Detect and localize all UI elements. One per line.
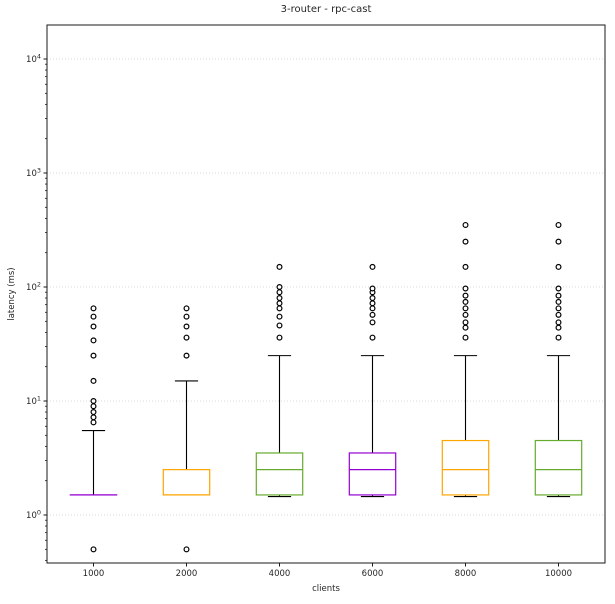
- x-tick-label: 10000: [545, 569, 572, 579]
- x-axis-label: clients: [312, 584, 340, 594]
- outlier-point: [90, 337, 97, 344]
- outlier-point: [90, 546, 97, 553]
- outlier-point: [183, 305, 190, 312]
- outlier-point: [369, 334, 376, 341]
- outlier-point: [462, 334, 469, 341]
- outlier-point: [555, 319, 562, 326]
- outlier-point: [183, 334, 190, 341]
- x-tick-label: 1000: [83, 569, 105, 579]
- outlier-point: [369, 263, 376, 270]
- box-rect: [534, 439, 583, 496]
- outlier-point: [462, 324, 469, 331]
- outlier-point: [369, 311, 376, 318]
- outlier-point: [276, 305, 283, 312]
- outlier-point: [555, 285, 562, 292]
- outlier-point: [462, 298, 469, 305]
- y-tick-label: 102: [26, 281, 41, 294]
- y-tick-label: 100: [26, 509, 41, 522]
- outlier-point: [555, 311, 562, 318]
- y-tick-label: 104: [26, 53, 41, 66]
- outlier-point: [90, 409, 97, 416]
- x-tick-label: 2000: [176, 569, 198, 579]
- outlier-point: [90, 305, 97, 312]
- y-tick-label: 103: [26, 167, 41, 180]
- outlier-point: [369, 295, 376, 302]
- outlier-point: [276, 322, 283, 329]
- outlier-point: [90, 398, 97, 405]
- outlier-point: [462, 238, 469, 245]
- outlier-point: [369, 285, 376, 292]
- box-rect: [162, 469, 211, 496]
- outlier-point: [462, 305, 469, 312]
- outlier-point: [90, 403, 97, 410]
- outlier-point: [462, 311, 469, 318]
- outlier-point: [90, 313, 97, 320]
- outlier-point: [90, 414, 97, 421]
- outlier-point: [555, 263, 562, 270]
- outlier-point: [555, 324, 562, 331]
- outlier-point: [555, 305, 562, 312]
- outlier-point: [276, 263, 283, 270]
- outlier-point: [276, 313, 283, 320]
- outlier-point: [555, 221, 562, 228]
- outlier-point: [462, 263, 469, 270]
- box-rect: [441, 439, 490, 496]
- outlier-point: [555, 238, 562, 245]
- y-tick-label: 101: [26, 395, 41, 408]
- outlier-point: [276, 284, 283, 291]
- outlier-point: [90, 377, 97, 384]
- box-rect: [348, 452, 397, 496]
- outlier-point: [90, 323, 97, 330]
- outlier-point: [90, 352, 97, 359]
- outlier-point: [183, 323, 190, 330]
- outlier-point: [369, 300, 376, 307]
- x-tick-label: 4000: [269, 569, 291, 579]
- outlier-point: [555, 292, 562, 299]
- outlier-point: [462, 292, 469, 299]
- outlier-point: [462, 221, 469, 228]
- outlier-point: [462, 319, 469, 326]
- outlier-point: [276, 334, 283, 341]
- x-tick-label: 6000: [362, 569, 384, 579]
- box-rect: [255, 452, 304, 496]
- outlier-point: [276, 295, 283, 302]
- outlier-point: [90, 419, 97, 426]
- outlier-point: [555, 334, 562, 341]
- outlier-point: [183, 352, 190, 359]
- outlier-point: [276, 300, 283, 307]
- outlier-point: [183, 546, 190, 553]
- chart-title: 3-router - rpc-cast: [280, 4, 372, 15]
- outlier-point: [369, 319, 376, 326]
- axis-frame: [46, 24, 606, 564]
- outlier-point: [462, 285, 469, 292]
- outlier-point: [276, 289, 283, 296]
- outlier-point: [369, 305, 376, 312]
- outlier-point: [183, 313, 190, 320]
- outlier-point: [555, 298, 562, 305]
- x-tick-label: 8000: [455, 569, 477, 579]
